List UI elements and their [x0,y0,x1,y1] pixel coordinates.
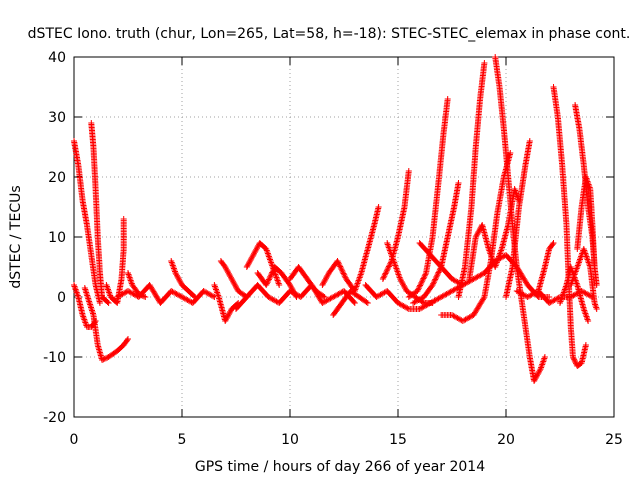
data-series-arc [550,84,589,369]
data-point-markers [330,288,371,318]
data-series-arc [513,288,596,306]
data-point-markers [481,252,553,300]
data-series-arc [254,264,300,300]
data-series-arc [330,288,371,318]
data-point-markers [362,282,466,312]
data-series-arc [574,174,600,288]
y-tick-label: -20 [43,410,66,426]
data-series-arc [416,240,488,288]
x-tick-label: 5 [178,432,187,448]
x-tick-label: 20 [497,432,515,448]
data-series-arc [455,60,488,300]
data-point-markers [550,84,589,369]
y-tick-label: 30 [48,110,66,126]
data-series-arc [217,258,250,300]
x-axis-label: GPS time / hours of day 266 of year 2014 [195,459,485,475]
data-series-arc [125,270,149,300]
data-point-markers [211,282,242,324]
data-point-markers [125,270,149,300]
data-series-arc [535,240,557,294]
y-tick-label: 40 [48,50,66,66]
data-point-markers [319,258,358,294]
data-point-markers [287,264,328,300]
axis-ticks: 0 5 10 15 20 25 -20 -10 0 10 20 30 40 [43,50,623,448]
data-series-arc [567,246,600,312]
data-series-arc [379,168,412,282]
data-series-arc [410,180,462,306]
x-tick-label: 10 [281,432,299,448]
data-point-markers [567,246,600,312]
data-point-markers [114,282,218,306]
data-series-arc [319,258,358,294]
chart-title: dSTEC Iono. truth (chur, Lon=265, Lat=58… [28,26,631,42]
data-series-arc [362,282,466,312]
x-tick-label: 0 [70,432,79,448]
data-point-markers [410,180,462,306]
data-point-markers [416,240,488,288]
data-marks [71,54,600,384]
data-series-arc [287,264,328,300]
data-point-markers [254,264,300,300]
data-series-arc [503,138,533,300]
data-point-markers [557,264,592,324]
data-series-arc [81,285,131,363]
y-tick-label: 0 [57,290,66,306]
data-point-markers [168,258,198,300]
y-tick-label: 10 [48,230,66,246]
data-point-markers [71,138,103,306]
x-tick-label: 25 [605,432,623,448]
data-series-arc [351,204,382,294]
y-tick-label: 20 [48,170,66,186]
data-point-markers [217,258,250,300]
data-series-arc [168,258,198,300]
data-point-markers [405,96,451,300]
data-point-markers [103,216,127,306]
data-series-arc [103,216,127,306]
data-series-arc [71,138,103,306]
data-point-markers [535,240,557,294]
data-series-arc [211,282,242,324]
x-tick-label: 15 [389,432,407,448]
y-tick-label: -10 [43,350,66,366]
data-point-markers [503,138,533,300]
data-point-markers [513,288,596,306]
data-series-arc [114,282,218,306]
data-point-markers [351,204,382,294]
data-series-arc [481,252,553,300]
data-point-markers [81,285,131,363]
y-axis-label: dSTEC / TECUs [8,185,24,288]
data-series-arc [557,264,592,324]
data-point-markers [492,54,548,384]
data-series-arc [492,54,548,384]
data-point-markers [455,60,488,300]
data-series-arc [405,96,451,300]
data-series-arc [88,120,112,306]
data-point-markers [379,168,412,282]
data-point-markers [88,120,112,306]
data-point-markers [574,174,600,288]
